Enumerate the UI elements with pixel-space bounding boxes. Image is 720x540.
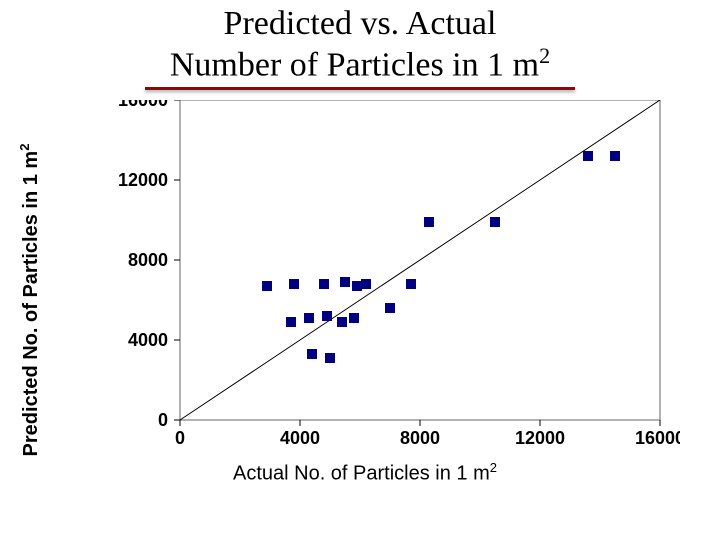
y-axis-label-text: Predicted No. of Particles in 1 m xyxy=(20,151,42,457)
title-line-2-prefix: Number of Particles in 1 m xyxy=(170,46,539,83)
svg-text:8000: 8000 xyxy=(400,428,440,448)
svg-text:4000: 4000 xyxy=(280,428,320,448)
chart-title: Predicted vs. Actual Number of Particles… xyxy=(0,0,720,90)
svg-text:16000: 16000 xyxy=(635,428,680,448)
title-underline xyxy=(145,87,575,90)
svg-text:0: 0 xyxy=(175,428,185,448)
y-axis-label-sup: 2 xyxy=(17,144,32,151)
x-axis-label-sup: 2 xyxy=(490,460,497,475)
svg-text:0: 0 xyxy=(158,410,168,430)
y-axis-label: Predicted No. of Particles in 1 m2 xyxy=(17,144,43,457)
title-line-1: Predicted vs. Actual xyxy=(224,5,497,42)
svg-text:16000: 16000 xyxy=(118,100,168,110)
svg-text:8000: 8000 xyxy=(128,250,168,270)
svg-text:12000: 12000 xyxy=(118,170,168,190)
x-axis-label-text: Actual No. of Particles in 1 m xyxy=(233,463,490,485)
plot-svg: 0 4000 8000 12000 16000 0 4000 8000 12000 16000 xyxy=(50,100,680,455)
x-axis-label: Actual No. of Particles in 1 m2 xyxy=(50,460,680,486)
svg-text:12000: 12000 xyxy=(515,428,565,448)
scatter-chart: Predicted No. of Particles in 1 m2 04000… xyxy=(50,100,680,500)
svg-text:4000: 4000 xyxy=(128,330,168,350)
title-line-2-sup: 2 xyxy=(539,43,550,68)
